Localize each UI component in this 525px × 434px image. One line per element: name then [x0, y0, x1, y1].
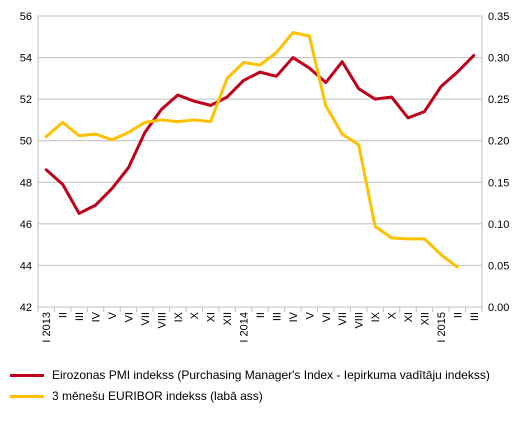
x-tick-label: II: [255, 312, 267, 318]
axes: [37, 15, 483, 312]
x-tick-label: XI: [403, 312, 415, 322]
x-tick-label: IV: [288, 311, 300, 322]
x-tick-label: VI: [321, 312, 333, 322]
x-tick-label: VIII: [156, 312, 168, 329]
x-tick-label: IV: [91, 311, 103, 322]
x-tick-label: IX: [173, 311, 185, 322]
x-tick-label: II: [452, 312, 464, 318]
legend-item-euribor: 3 mēnešu EURIBOR indekss (labā ass): [10, 389, 510, 404]
y-left-tick-label: 48: [20, 177, 32, 189]
y-right-tick-label: 0.30: [488, 53, 509, 65]
x-axis-labels: I 2013 II III IV V VI VII VIII IX X XI XII I 2014 II I…: [41, 311, 481, 342]
legend-swatch-pmi: [10, 374, 44, 377]
x-tick-label: XII: [222, 312, 234, 325]
x-tick-label: XII: [419, 312, 431, 325]
chart: 42 44 46 48 50 52 54 56 0.00 0.05 0.10 0.15 0.20 0.2…: [20, 11, 510, 343]
y-right-tick-label: 0.35: [488, 11, 509, 23]
y-left-tick-label: 56: [20, 11, 32, 23]
x-tick-label: V: [107, 311, 119, 319]
x-tick-label: IX: [370, 311, 382, 322]
plot-border: [37, 15, 483, 308]
x-tick-label: V: [304, 311, 316, 319]
legend-label-euribor: 3 mēnešu EURIBOR indekss (labā ass): [52, 389, 263, 403]
y-right-tick-label: 0.00: [488, 302, 509, 314]
y-right-tick-label: 0.10: [488, 219, 509, 231]
y-left-tick-label: 52: [20, 94, 32, 106]
x-tick-label: VII: [337, 312, 349, 325]
x-tick-label: II: [58, 312, 70, 318]
y-left-tick-label: 42: [20, 302, 32, 314]
y-left-tick-label: 44: [20, 260, 32, 272]
x-tick-label: XI: [206, 312, 218, 322]
y-left-tick-label: 46: [20, 219, 32, 231]
y-right-tick-label: 0.20: [488, 136, 509, 148]
legend-item-pmi: Eirozonas PMI indekss (Purchasing Manage…: [10, 368, 510, 383]
y-left-tick-label: 54: [20, 53, 32, 65]
grid-lines: [38, 15, 482, 308]
x-tick-label: III: [74, 312, 86, 321]
y-right-tick-label: 0.25: [488, 94, 509, 106]
series-line-euribor: [44, 31, 459, 269]
y-left-tick-label: 50: [20, 136, 32, 148]
legend-swatch-euribor: [10, 395, 44, 398]
x-tick-label: X: [189, 311, 201, 319]
legend-label-pmi: Eirozonas PMI indekss (Purchasing Manage…: [52, 368, 490, 382]
y-right-tick-label: 0.15: [488, 177, 509, 189]
y-right-tick-label: 0.05: [488, 260, 509, 272]
legend: Eirozonas PMI indekss (Purchasing Manage…: [10, 368, 510, 410]
x-tick-label: VI: [123, 312, 135, 322]
x-tick-label: VIII: [354, 312, 366, 329]
y-axis-right-labels: 0.00 0.05 0.10 0.15 0.20 0.25 0.30 0.35: [488, 11, 509, 314]
x-tick-label: I 2014: [239, 312, 251, 343]
x-tick-label: III: [271, 312, 283, 321]
x-tick-label: X: [387, 311, 399, 319]
x-tick-label: III: [469, 312, 481, 321]
y-axis-left-labels: 42 44 46 48 50 52 54 56: [20, 11, 32, 314]
x-tick-label: VII: [140, 312, 152, 325]
x-tick-label: I 2015: [436, 312, 448, 343]
series-lines: [44, 31, 476, 269]
series-line-pmi: [44, 53, 476, 215]
x-tick-label: I 2013: [41, 312, 53, 343]
